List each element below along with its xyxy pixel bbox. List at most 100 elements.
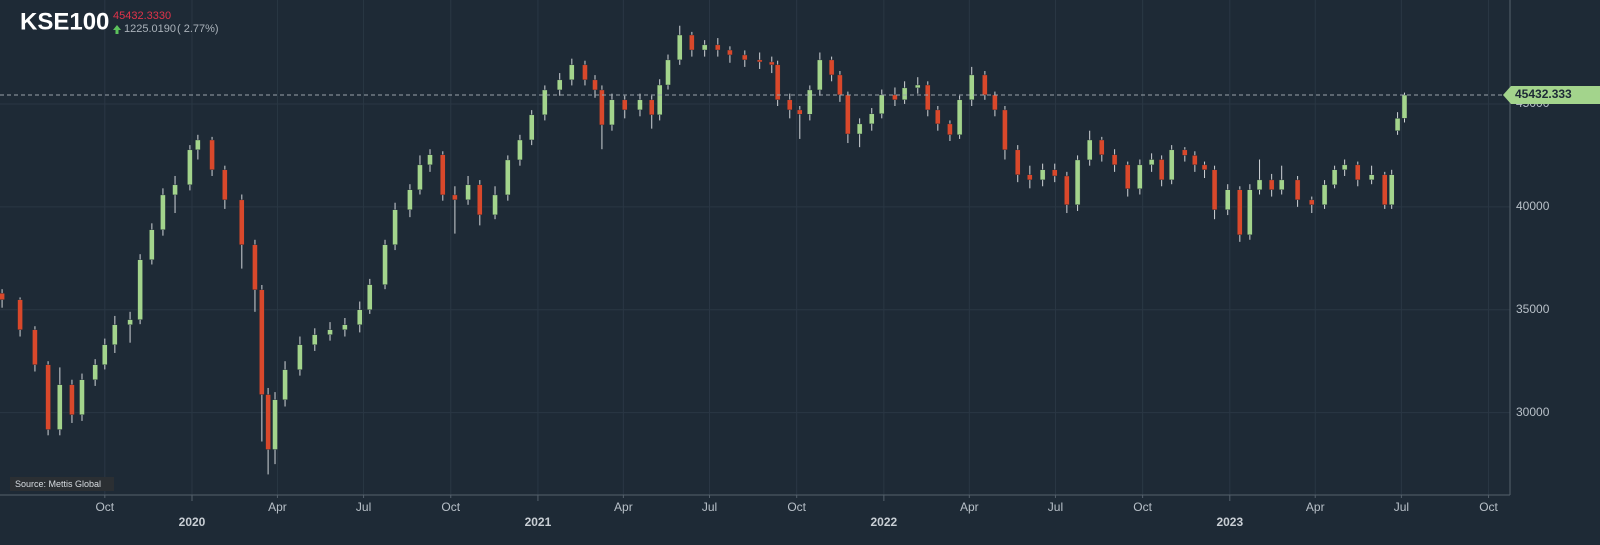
candle-body [1064, 175, 1070, 205]
x-tick-label: Jul [702, 500, 717, 514]
candle-body [756, 59, 763, 63]
candle-body [992, 94, 998, 111]
chart-title: KSE100 [20, 8, 109, 35]
candle-body [1355, 164, 1361, 181]
candle-body [869, 113, 875, 125]
candle-body [102, 344, 108, 365]
candle-body [272, 399, 278, 450]
candle-body [1394, 118, 1401, 131]
y-tick-label: 35000 [1516, 302, 1550, 316]
candle-body [582, 64, 588, 81]
candle-body [599, 89, 605, 126]
candle-body [665, 59, 671, 86]
candle-body [195, 139, 201, 151]
candle-body [1388, 174, 1395, 205]
candle-body [492, 194, 498, 216]
candle-body [452, 194, 458, 201]
change: 1225.0190 [124, 23, 176, 35]
candle-body [982, 74, 988, 96]
candle-body [259, 289, 265, 395]
price-label: 45432.333 [1515, 87, 1572, 101]
x-tick-label: Jul [1048, 500, 1063, 514]
source-box [10, 477, 114, 491]
candle-body [1148, 159, 1155, 166]
candle-body [137, 259, 143, 320]
candle-body [837, 74, 843, 96]
candle-body [312, 334, 318, 345]
candle-body [637, 99, 643, 111]
candle-body [17, 299, 23, 330]
candle-body [1401, 94, 1408, 119]
candle-body [915, 84, 921, 89]
price-label-box [1503, 86, 1600, 105]
header-price: 45432.3330 [113, 10, 171, 22]
candle-body [1268, 179, 1275, 190]
candle-body [1111, 154, 1118, 166]
candle-body [797, 109, 803, 115]
candle-body [856, 123, 863, 135]
candle-body [407, 189, 413, 210]
x-tick-label: Oct [787, 500, 806, 514]
candle-body [1015, 149, 1021, 175]
x-year-label: 2023 [1216, 515, 1243, 529]
candle-body [715, 44, 721, 51]
candle-body [592, 79, 598, 91]
candle-body [0, 293, 5, 300]
candle-body [127, 319, 133, 325]
candle-body [1137, 164, 1143, 189]
candle-body [1382, 174, 1388, 205]
candle-body [209, 139, 215, 171]
candle-body [1192, 155, 1198, 166]
candle-body [828, 59, 835, 76]
candle-body [1074, 159, 1081, 205]
candle-body [1211, 169, 1218, 210]
candle-body [32, 329, 38, 365]
candle-body [465, 184, 471, 201]
candle-body [342, 324, 348, 330]
candle-body [969, 74, 975, 101]
candle-body [160, 194, 166, 230]
candle-body [557, 79, 563, 91]
candle-body [677, 34, 683, 61]
candle-body [935, 109, 941, 125]
x-tick-label: Oct [1133, 500, 1152, 514]
y-tick-label: 30000 [1516, 405, 1550, 419]
candle-body [357, 309, 363, 325]
x-tick-label: Apr [1306, 500, 1325, 514]
candle-body [282, 369, 288, 400]
candle-body [392, 209, 398, 245]
candle-body [149, 229, 155, 260]
candle-body [265, 394, 271, 450]
candle-body [1168, 149, 1175, 181]
candle-body [727, 49, 733, 56]
x-year-label: 2021 [525, 515, 552, 529]
candle-body [956, 99, 963, 136]
x-tick-label: Jul [1394, 500, 1409, 514]
candle-body [1052, 169, 1058, 177]
x-year-label: 2020 [179, 515, 206, 529]
candle-body [845, 94, 851, 135]
candle-body [892, 94, 898, 101]
grid [0, 0, 1510, 495]
candle-body [222, 169, 228, 201]
source: Source: Mettis Global [15, 479, 101, 489]
candle-body [879, 94, 885, 115]
up-arrow [113, 25, 121, 34]
candle-body [1225, 189, 1231, 210]
x-tick-label: Oct [1479, 500, 1498, 514]
candle-body [947, 123, 953, 136]
candle-body [774, 64, 781, 101]
candle-body [1158, 159, 1165, 181]
candle-body [1182, 149, 1188, 156]
candle-body [817, 59, 823, 91]
candle-body [1341, 164, 1348, 171]
candle-body [542, 89, 548, 116]
x-year-label: 2022 [871, 515, 898, 529]
candle-body [1201, 164, 1208, 171]
candles [0, 25, 1408, 475]
candle-body [1039, 169, 1046, 181]
candle-body [417, 164, 423, 190]
candle-body [609, 99, 615, 126]
candle-body [297, 344, 303, 370]
